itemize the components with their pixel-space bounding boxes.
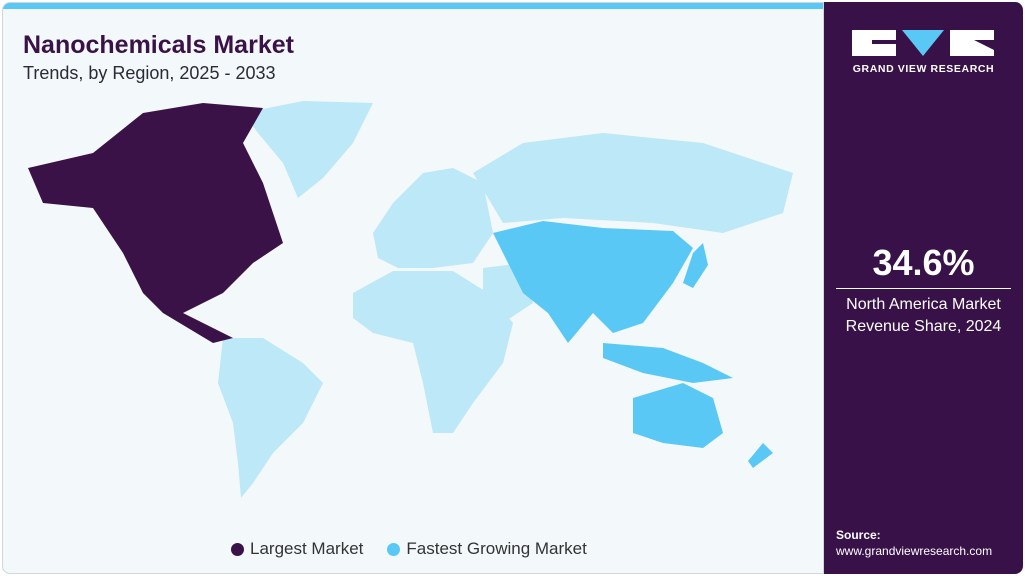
legend-label: Largest Market [250,539,364,558]
north-america [28,103,283,343]
info-sidebar: GRAND VIEW RESEARCH 34.6% North America … [824,2,1023,574]
page-title: Nanochemicals Market [23,31,294,59]
southeast-asia-islands [603,343,733,383]
region-asia-pacific [493,221,773,468]
region-north-america [28,103,283,343]
accent-bar [3,3,823,9]
grand-view-research-logo [852,30,994,56]
australia [633,383,723,448]
europe [373,168,493,268]
stat-label: North America Market Revenue Share, 2024 [824,294,1023,338]
world-map [28,101,793,498]
legend-label: Fastest Growing Market [406,539,587,558]
brand-name: GRAND VIEW RESEARCH [852,63,995,75]
legend-item-largest: Largest Market [231,539,363,559]
source-url[interactable]: www.grandviewresearch.com [836,544,993,558]
legend-swatch-fastest [387,542,401,556]
legend-item-fastest: Fastest Growing Market [387,539,587,559]
legend-swatch-largest [231,542,244,556]
japan [683,243,708,288]
africa [353,271,513,433]
greenland [243,101,373,198]
map-panel: Nanochemicals Market Trends, by Region, … [2,2,824,574]
stat-label-line1: North America Market [846,296,1001,313]
stat-value: 34.6% [872,242,975,283]
source-label: Source: [836,528,881,542]
page-subtitle: Trends, by Region, 2025 - 2033 [23,63,276,83]
stat-label-line2: Revenue Share, 2024 [845,318,1002,335]
south-america [218,338,323,498]
divider [836,288,1011,289]
new-zealand [748,443,773,468]
region-rest-of-world [218,101,793,498]
asia-mainland [493,221,693,343]
russia [473,133,793,233]
legend: Largest Market Fastest Growing Market [231,539,587,559]
